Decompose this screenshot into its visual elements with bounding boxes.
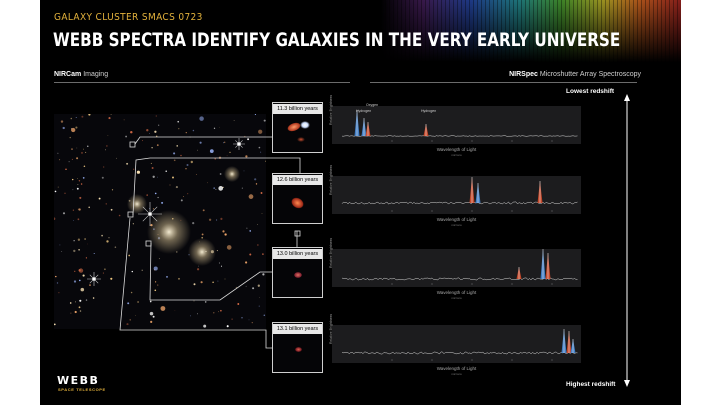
spectrum-plot [341,329,578,361]
cutout-age-label: 11.3 billion years [273,104,322,114]
oxygen-line-label: Oxygen [366,103,379,107]
left-panel-rule [54,82,350,83]
webb-logo: WEBB [57,374,100,387]
galaxy-cutout-1: 11.3 billion years [272,102,323,153]
spectrum-panel-2: Relative Brightness Wavelength of Light … [329,165,581,227]
left-panel-instrument: NIRCam [54,71,82,78]
spectrum-xunit: microns [451,223,462,227]
spectrum-xlabel: Wavelength of Light [436,147,477,152]
deep-field-image [54,114,266,329]
spectrum-xunit: microns [451,153,462,157]
spectrum-panel-3: Relative Brightness Wavelength of Light … [329,238,581,300]
spectrum-panel-4: Relative Brightness Wavelength of Light … [329,314,581,376]
cutout-age-label: 12.6 billion years [273,175,322,185]
spectrum-plot [341,110,578,142]
spectrum-panel-1: Relative Brightness Wavelength of Light … [329,95,581,157]
lowest-redshift-label: Lowest redshift [566,88,615,95]
galaxy-cutout-4: 13.1 billion years [272,322,323,373]
cutout-age-label: 13.1 billion years [273,324,322,334]
spectrum-banner [381,0,681,62]
spectrum-xlabel: Wavelength of Light [436,217,477,222]
right-panel-rule [370,82,637,83]
cutout-age-label: 13.0 billion years [273,249,322,259]
page-title: WEBB SPECTRA IDENTIFY GALAXIES IN THE VE… [53,29,621,51]
spectrum-plot [341,249,578,285]
galaxy-cutout-3: 13.0 billion years [272,247,323,298]
hydrogen-line-label: Hydrogen [421,109,437,113]
highest-redshift-label: Highest redshift [566,381,616,388]
spectrum-plot [341,177,578,212]
webb-logo-subtitle: SPACE TELESCOPE [58,387,106,392]
right-panel-instrument: NIRSpec [509,71,538,78]
spectrum-xlabel: Wavelength of Light [436,290,477,295]
left-panel-mode: Imaging [83,71,109,78]
spectrum-xunit: microns [451,372,462,376]
deep-field-starfield [54,114,266,328]
spectrum-xlabel: Wavelength of Light [436,366,477,371]
hydrogen-line-label: Hydrogen [356,109,372,113]
right-panel-label: NIRSpec Microshutter Array Spectroscopy [509,71,641,78]
galaxy-cutout-2: 12.6 billion years [272,173,323,224]
spectrum-xunit: microns [451,296,462,300]
right-panel-mode: Microshutter Array Spectroscopy [539,71,641,78]
left-panel-label: NIRCam Imaging [54,71,108,78]
kicker: GALAXY CLUSTER SMACS 0723 [54,12,203,23]
